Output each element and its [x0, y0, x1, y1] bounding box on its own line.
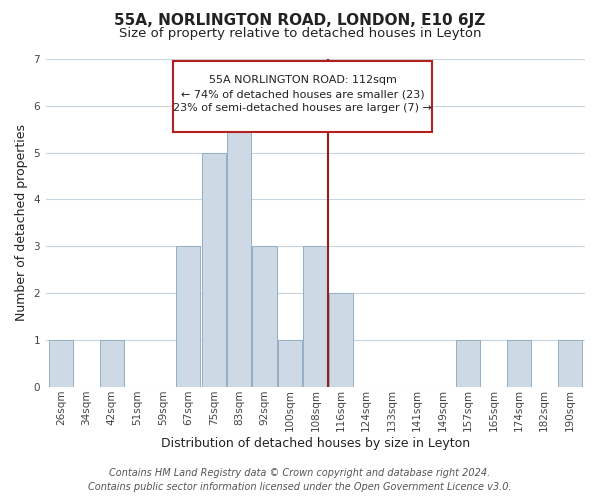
Bar [100, 340, 124, 386]
Bar [176, 246, 200, 386]
Bar [329, 293, 353, 386]
Text: Size of property relative to detached houses in Leyton: Size of property relative to detached ho… [119, 28, 481, 40]
Bar [227, 106, 251, 386]
Text: 55A, NORLINGTON ROAD, LONDON, E10 6JZ: 55A, NORLINGTON ROAD, LONDON, E10 6JZ [115, 12, 485, 28]
Bar [202, 152, 226, 386]
FancyBboxPatch shape [173, 62, 433, 132]
Y-axis label: Number of detached properties: Number of detached properties [15, 124, 28, 322]
Text: Contains HM Land Registry data © Crown copyright and database right 2024.
Contai: Contains HM Land Registry data © Crown c… [88, 468, 512, 492]
Bar [278, 340, 302, 386]
Bar [557, 340, 582, 386]
X-axis label: Distribution of detached houses by size in Leyton: Distribution of detached houses by size … [161, 437, 470, 450]
Bar [49, 340, 73, 386]
Bar [253, 246, 277, 386]
Text: 55A NORLINGTON ROAD: 112sqm
← 74% of detached houses are smaller (23)
23% of sem: 55A NORLINGTON ROAD: 112sqm ← 74% of det… [173, 75, 432, 113]
Bar [507, 340, 531, 386]
Bar [303, 246, 328, 386]
Bar [456, 340, 480, 386]
